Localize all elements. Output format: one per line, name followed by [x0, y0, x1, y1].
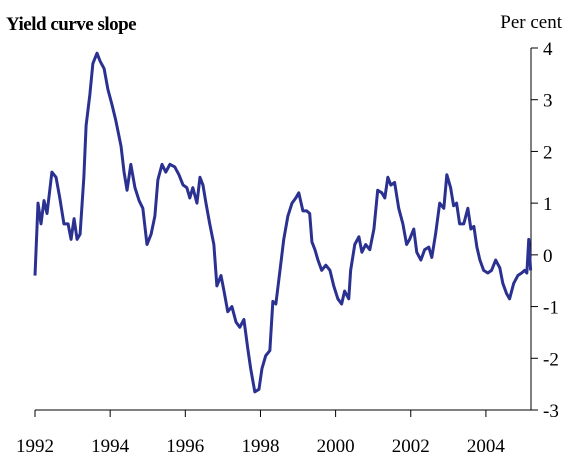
x-tick-label: 2004 [467, 436, 506, 457]
x-tick-label: 2000 [317, 436, 355, 457]
x-tick-label: 1998 [241, 436, 279, 457]
y-tick-label: -3 [543, 401, 559, 422]
data-line [33, 51, 533, 394]
y-tick-label: -1 [543, 298, 559, 319]
y-tick-label: -2 [543, 349, 559, 370]
y-axis-label: Per cent [500, 12, 562, 33]
y-tick-label: 4 [543, 39, 553, 60]
x-tick-label: 1996 [166, 436, 204, 457]
y-tick-label: 1 [543, 194, 553, 215]
x-tick-label: 1994 [91, 436, 130, 457]
chart-title: Yield curve slope [6, 14, 136, 35]
x-tick-label: 1992 [16, 436, 54, 457]
x-tick-label: 2002 [392, 436, 430, 457]
y-tick-label: 0 [543, 246, 553, 267]
y-tick-label: 3 [543, 91, 553, 112]
y-tick-label: 2 [543, 142, 553, 163]
